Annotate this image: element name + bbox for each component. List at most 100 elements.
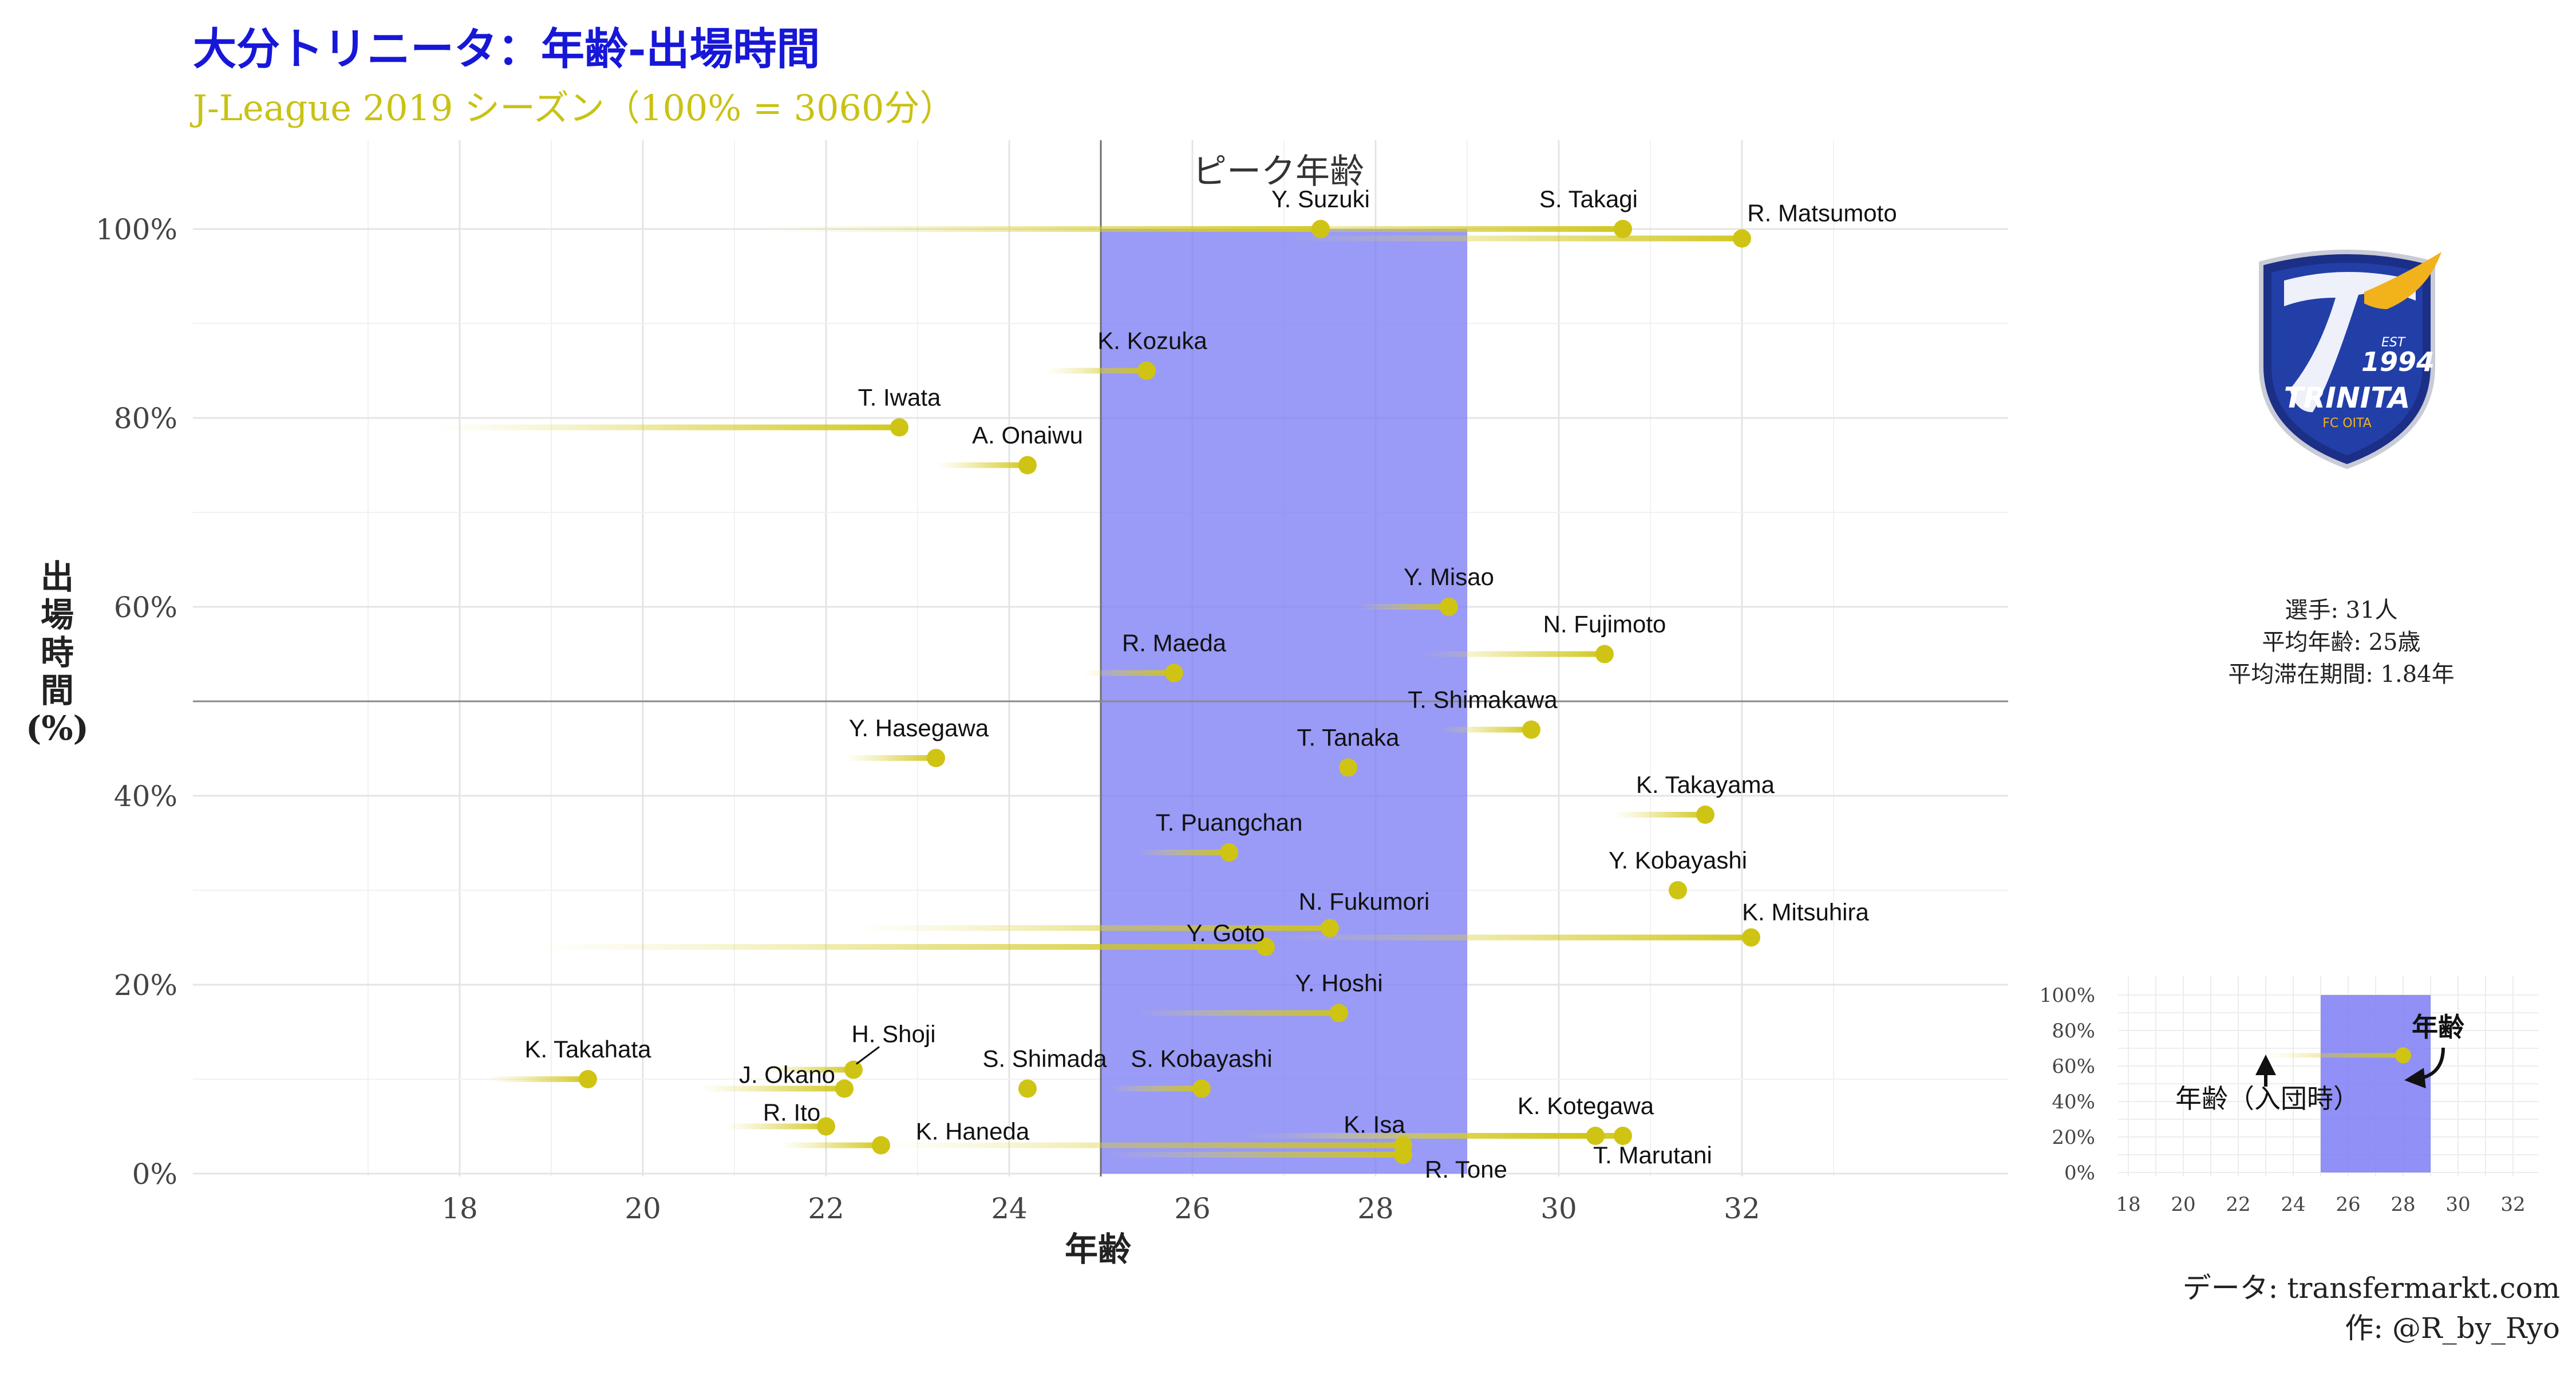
legend-y-tick: 80%	[2052, 1020, 2095, 1043]
legend-y-tick: 0%	[2064, 1162, 2095, 1185]
player-point	[1595, 645, 1614, 664]
player-label: R. Matsumoto	[1747, 200, 1897, 227]
player-label: Y. Hoshi	[1295, 970, 1382, 997]
player-point	[1394, 1146, 1412, 1164]
average-age: 平均年齢: 25歳	[2175, 626, 2507, 658]
svg-text:1994: 1994	[2361, 346, 2435, 377]
player-label: Y. Goto	[1187, 919, 1265, 946]
legend-tail	[2266, 1053, 2403, 1057]
legend-y-tick: 100%	[2040, 984, 2095, 1007]
legend-y-tick: 60%	[2052, 1055, 2095, 1078]
data-source: データ: transfermarkt.com	[2183, 1268, 2560, 1308]
player-point	[1440, 598, 1458, 616]
legend-age-label: 年齢	[2412, 1012, 2464, 1043]
player-label: Y. Kobayashi	[1609, 847, 1747, 874]
x-axis-title: 年齢	[1065, 1222, 1131, 1270]
player-point	[1137, 362, 1156, 380]
legend-point	[2395, 1047, 2411, 1063]
player-label: Y. Misao	[1404, 563, 1494, 590]
legend-y-tick: 40%	[2052, 1091, 2095, 1114]
tenure-tail	[1266, 935, 1751, 941]
x-tick-label: 30	[1540, 1192, 1577, 1225]
y-tick-label: 100%	[96, 213, 177, 246]
player-label: K. Isa	[1344, 1111, 1405, 1138]
player-point	[1220, 843, 1238, 862]
tenure-tail	[1440, 727, 1531, 733]
tenure-tail	[844, 755, 936, 761]
svg-text:TRINITA: TRINITA	[2284, 381, 2411, 414]
player-point	[1330, 1004, 1348, 1022]
x-tick-label: 24	[991, 1192, 1028, 1225]
tenure-tail	[1101, 226, 1623, 232]
x-tick-label: 18	[441, 1192, 478, 1225]
x-tick-label: 22	[808, 1192, 844, 1225]
player-label: K. Takayama	[1636, 771, 1775, 798]
y-tick-label: 20%	[114, 969, 177, 1002]
tenure-tail	[1046, 368, 1147, 374]
player-label: K. Kozuka	[1097, 327, 1207, 354]
player-label: Y. Suzuki	[1271, 185, 1370, 212]
player-point	[927, 749, 945, 767]
tenure-tail	[533, 944, 1266, 950]
y-tick-label: 80%	[114, 402, 177, 435]
player-label: K. Haneda	[916, 1118, 1030, 1145]
tenure-tail	[1284, 236, 1742, 242]
player-point	[579, 1070, 597, 1088]
player-label: S. Takagi	[1539, 185, 1638, 212]
player-point	[1339, 759, 1357, 777]
player-label: K. Kotegawa	[1518, 1092, 1654, 1119]
tenure-tail	[1110, 1086, 1202, 1092]
player-point	[1742, 929, 1760, 947]
legend-x-tick: 24	[2281, 1193, 2305, 1216]
player-label: T. Puangchan	[1156, 809, 1303, 836]
legend-y-tick: 20%	[2052, 1126, 2095, 1149]
player-label: R. Tone	[1425, 1156, 1507, 1183]
legend-join-age-label: 年齢（入団時）	[2175, 1083, 2360, 1114]
player-label: S. Kobayashi	[1131, 1045, 1273, 1072]
legend-x-tick: 28	[2391, 1193, 2415, 1216]
tenure-tail	[1137, 1010, 1339, 1016]
player-point	[872, 1136, 890, 1155]
tenure-tail	[432, 425, 899, 431]
peak-age-band: ピーク年齢	[193, 140, 2008, 1176]
tenure-tail	[1357, 604, 1449, 610]
player-point	[1614, 220, 1632, 238]
legend-x-tick: 22	[2226, 1193, 2250, 1216]
tenure-tail	[487, 1076, 588, 1082]
player-label: T. Tanaka	[1297, 724, 1400, 751]
y-tick-label: 60%	[114, 591, 177, 624]
legend-x-tick: 18	[2116, 1193, 2140, 1216]
tenure-tail	[1101, 1152, 1403, 1158]
average-tenure: 平均滞在期間: 1.84年	[2175, 658, 2507, 690]
player-label: K. Takahata	[524, 1036, 651, 1063]
player-point	[1696, 806, 1714, 824]
tenure-tail	[1614, 812, 1705, 818]
x-tick-label: 20	[625, 1192, 661, 1225]
x-tick-label: 26	[1174, 1192, 1211, 1225]
y-tick-label: 40%	[114, 780, 177, 813]
shoji-leader-line	[856, 1047, 879, 1064]
player-label: J. Okano	[739, 1061, 835, 1088]
trinita-crest-logo: EST 1994 TRINITA FC OITA	[2244, 240, 2450, 469]
author-credit: 作: @R_by_Ryo	[2183, 1308, 2560, 1348]
player-label: H. Shoji	[851, 1021, 935, 1048]
x-tick-label: 28	[1357, 1192, 1394, 1225]
team-stats: 選手: 31人 平均年齢: 25歳 平均滞在期間: 1.84年	[2175, 594, 2507, 690]
legend-x-tick: 20	[2171, 1193, 2195, 1216]
x-tick-label: 32	[1724, 1192, 1760, 1225]
player-label: R. Ito	[763, 1099, 820, 1126]
player-point	[1733, 230, 1751, 248]
player-point	[1018, 456, 1037, 475]
player-point	[1321, 919, 1339, 937]
tenure-tail	[1082, 670, 1174, 676]
player-point	[890, 418, 908, 437]
player-label: T. Shimakawa	[1408, 686, 1558, 713]
tenure-tail	[1284, 1133, 1595, 1139]
player-label: N. Fukumori	[1299, 888, 1430, 915]
player-label: R. Maeda	[1122, 630, 1227, 657]
player-label: T. Marutani	[1593, 1142, 1712, 1168]
svg-text:FC OITA: FC OITA	[2322, 416, 2372, 431]
player-point	[835, 1080, 854, 1098]
legend-x-tick: 30	[2445, 1193, 2470, 1216]
player-point	[1669, 881, 1687, 899]
